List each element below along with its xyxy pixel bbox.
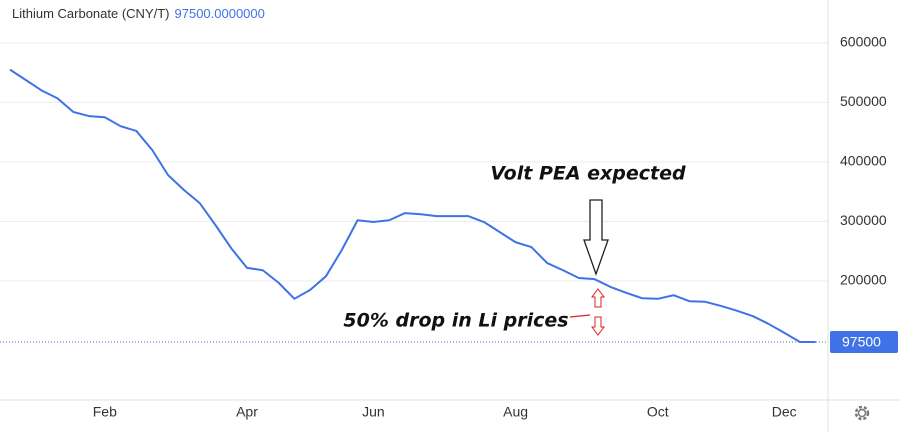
y-tick-label: 400000 bbox=[840, 153, 887, 169]
x-tick-label: Dec bbox=[772, 404, 797, 420]
last-price: 97500.0000000 bbox=[175, 6, 265, 21]
chart-header: Lithium Carbonate (CNY/T) 97500.0000000 bbox=[12, 6, 265, 21]
chart-title: Lithium Carbonate (CNY/T) bbox=[12, 6, 170, 21]
x-tick-label: Apr bbox=[236, 404, 258, 420]
gear-teeth bbox=[854, 405, 870, 421]
y-tick-label: 200000 bbox=[840, 272, 887, 288]
y-tick-label: 600000 bbox=[840, 34, 887, 50]
up-arrow bbox=[591, 288, 605, 308]
annotation: 50% drop in Li prices bbox=[343, 310, 568, 332]
annotation-arrow bbox=[583, 199, 609, 276]
annotation-pointer bbox=[569, 314, 591, 318]
annotation: Volt PEA expected bbox=[490, 163, 686, 185]
x-tick-label: Feb bbox=[93, 404, 117, 420]
x-tick-label: Jun bbox=[362, 404, 385, 420]
price-line bbox=[9, 68, 816, 343]
x-tick-label: Aug bbox=[503, 404, 528, 420]
last-price-label: 97500 bbox=[842, 334, 881, 350]
last-price-box bbox=[830, 330, 898, 353]
y-tick-label: 500000 bbox=[840, 93, 887, 109]
down-arrow bbox=[591, 316, 605, 336]
y-tick-label: 300000 bbox=[840, 212, 887, 228]
x-tick-label: Oct bbox=[647, 404, 669, 420]
gear-icon[interactable] bbox=[854, 405, 870, 421]
gear-hub bbox=[857, 408, 867, 418]
